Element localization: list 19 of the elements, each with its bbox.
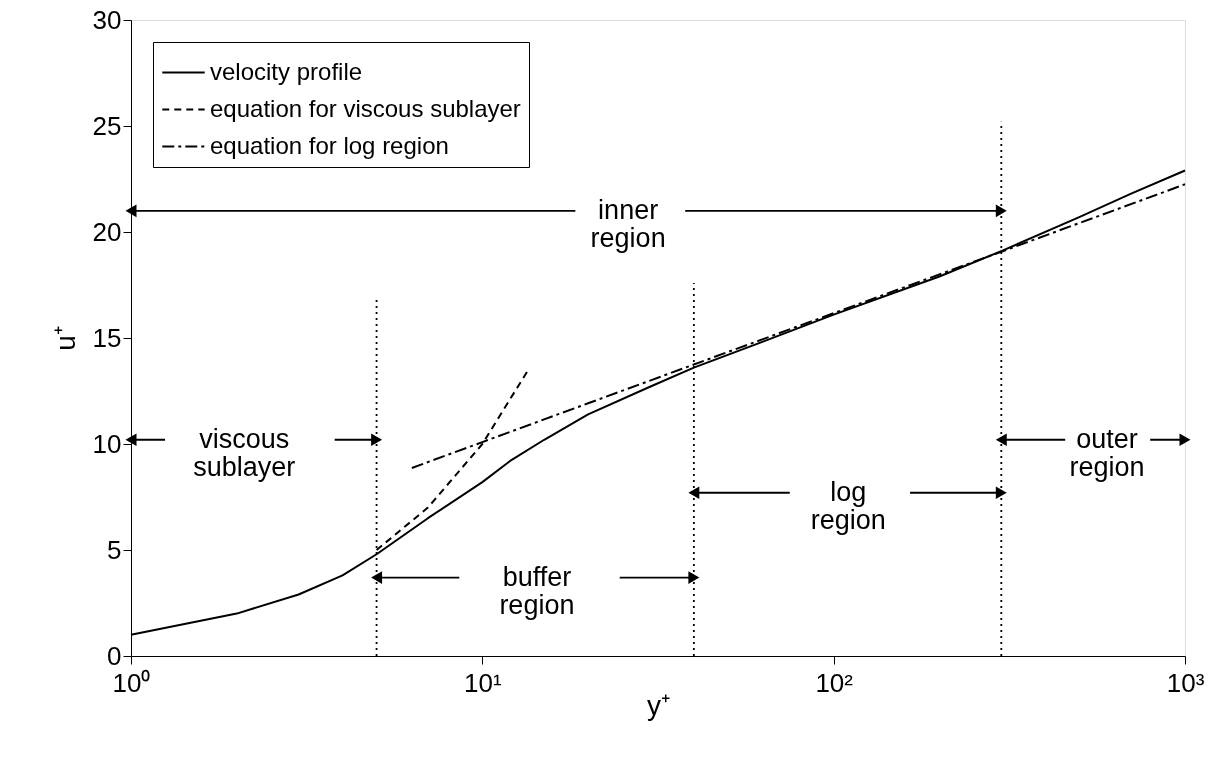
y-tick-label: 25 bbox=[92, 110, 122, 141]
annotation: viscous sublayer bbox=[193, 423, 296, 482]
legend-label: equation for log region bbox=[210, 131, 449, 159]
legend-label: velocity profile bbox=[210, 57, 363, 85]
x-tick-label: 10¹ bbox=[464, 667, 502, 698]
y-tick-label: 20 bbox=[92, 216, 122, 247]
y-tick-label: 5 bbox=[107, 534, 122, 565]
annotation: log region bbox=[810, 476, 886, 535]
y-axis-title: u⁺ bbox=[49, 326, 81, 351]
legend-label: equation for viscous sublayer bbox=[210, 94, 521, 122]
annotation: outer region bbox=[1069, 423, 1145, 482]
y-tick-label: 15 bbox=[92, 322, 122, 353]
x-tick-label: 10³ bbox=[1166, 667, 1205, 698]
y-tick-label: 10 bbox=[92, 428, 122, 459]
annotation: inner region bbox=[590, 194, 666, 253]
annotation: buffer region bbox=[499, 561, 575, 620]
x-axis-title: y⁺ bbox=[647, 689, 670, 721]
x-tick-label: 10² bbox=[815, 667, 854, 698]
y-tick-label: 30 bbox=[92, 4, 122, 35]
